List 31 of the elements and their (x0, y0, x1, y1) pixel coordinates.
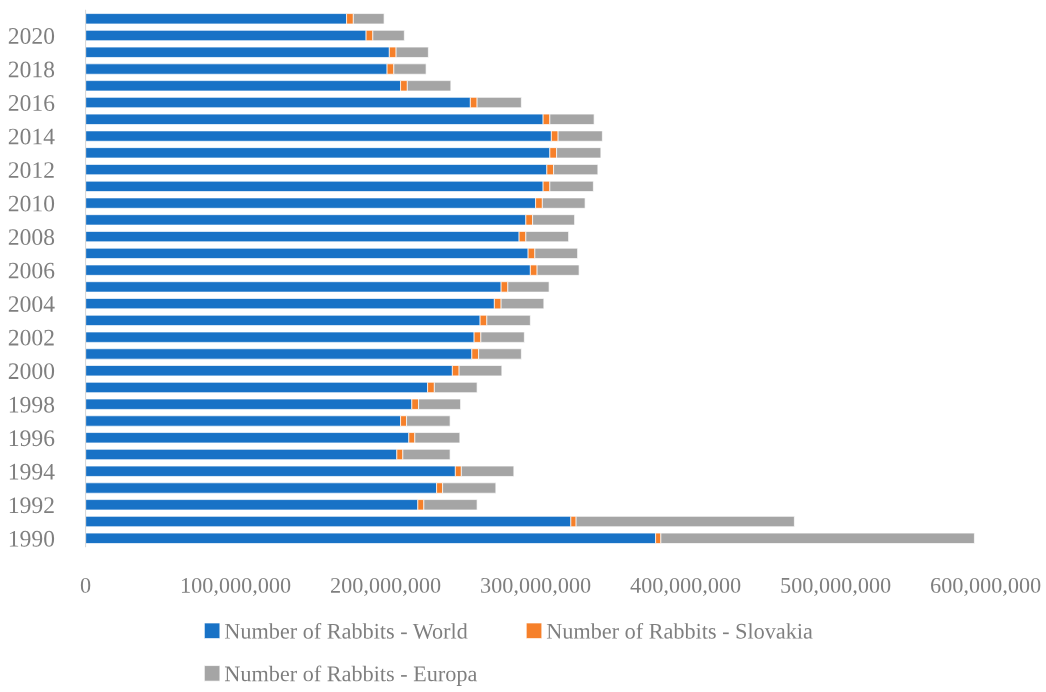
y-tick-label: 1998 (9, 396, 55, 413)
x-tick-label: 600,000,000 (931, 577, 1041, 597)
y-tick-label: 2012 (8, 162, 54, 179)
y-tick-label: 1992 (9, 497, 54, 514)
legend-label: Number of Rabbits - Slovakia (546, 622, 813, 639)
bar (85, 516, 572, 528)
y-tick-label: 2016 (8, 95, 55, 111)
y-tick-label: 2018 (8, 61, 55, 78)
bar (85, 448, 398, 461)
x-tick-label: 300,000,000 (481, 577, 591, 597)
bar (85, 432, 410, 444)
y-tick-label: 1990 (9, 530, 55, 547)
y-tick-label: 2020 (8, 28, 55, 44)
x-tick-label: 400,000,000 (630, 577, 741, 597)
x-tick-label: 100,000,000 (181, 577, 291, 597)
y-tick-label: 2000 (8, 363, 55, 380)
y-tick-label: 2008 (8, 229, 55, 246)
bar (85, 499, 419, 511)
bar (85, 532, 656, 544)
y-tick-label: 2014 (8, 128, 55, 145)
x-tick-label: 200,000,000 (331, 577, 441, 597)
x-tick-label: 500,000,000 (781, 577, 891, 597)
y-tick-label: 1994 (9, 463, 55, 480)
legend-label: Number of Rabbits - World (224, 622, 468, 639)
legend-label: Number of Rabbits - Europa (224, 665, 478, 686)
y-tick-label: 2006 (8, 262, 55, 279)
y-tick-label: 1996 (9, 430, 55, 447)
y-tick-label: 2010 (8, 195, 55, 212)
y-tick-label: 2002 (8, 329, 54, 346)
x-tick-label: 0 (80, 577, 91, 593)
y-tick-label: 2004 (8, 296, 55, 313)
